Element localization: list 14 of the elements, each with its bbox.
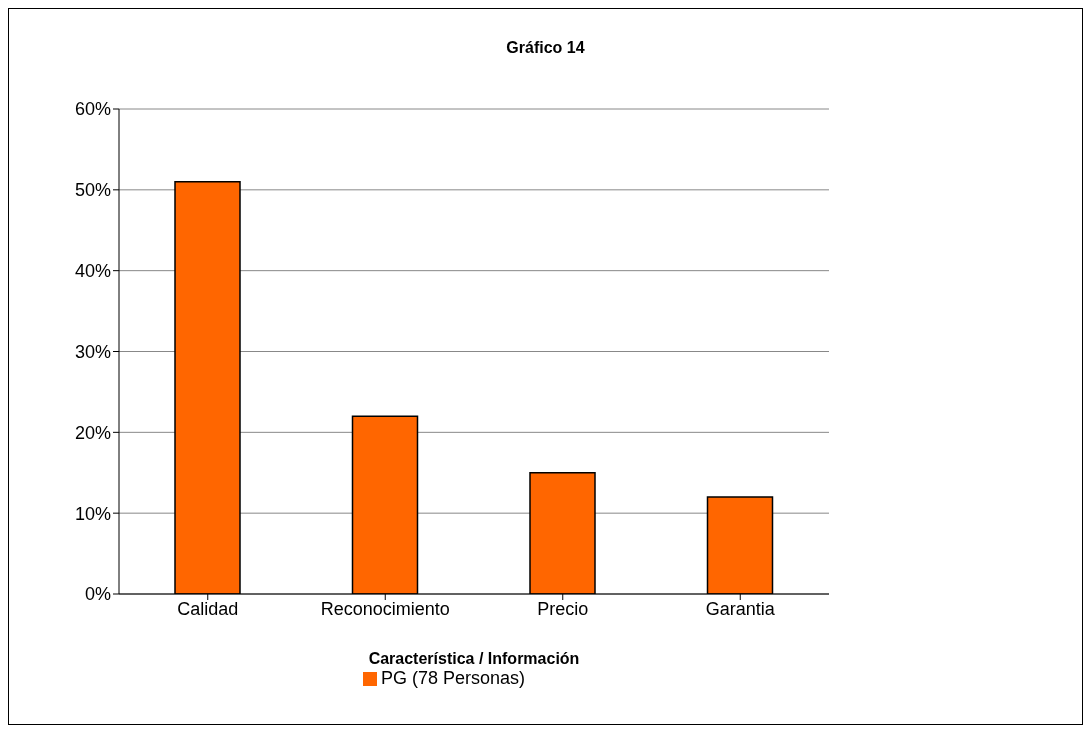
x-tick-label: Calidad [177, 598, 239, 619]
chart-title: Gráfico 14 [505, 38, 586, 58]
y-tick-label: 50% [74, 180, 111, 201]
y-tick-label: 0% [84, 584, 111, 605]
x-tick-label: Reconocimiento [320, 598, 450, 619]
x-axis-title: Característica / Información [368, 650, 580, 667]
x-tick-label: Garantia [705, 598, 776, 619]
y-tick-label: 10% [74, 503, 111, 524]
y-tick-label: 40% [74, 261, 111, 282]
y-tick-label: 60% [74, 99, 111, 120]
legend-label: PG (78 Personas) [380, 668, 526, 688]
x-tick-label: Precio [537, 598, 589, 619]
y-tick-label: 20% [74, 422, 111, 443]
y-tick-label: 30% [74, 341, 111, 362]
